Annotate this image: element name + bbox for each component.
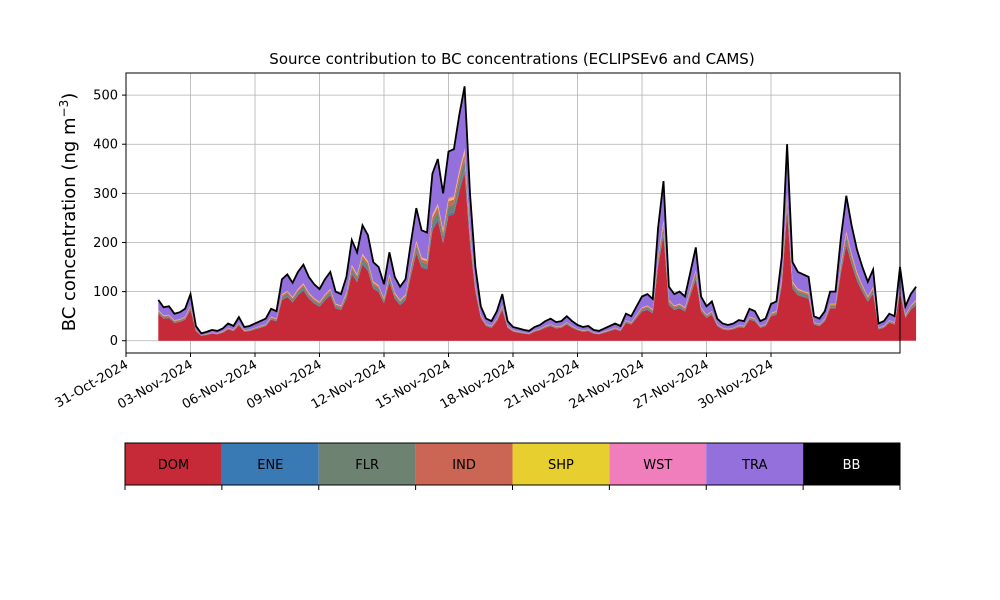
y-axis-label: BC concentration (ng m−3) [57, 93, 80, 332]
legend-swatch-bb [803, 443, 900, 485]
y-axis-label-main: BC concentration (ng m [59, 117, 80, 331]
legend-label-tra: TRA [741, 458, 767, 473]
legend-label-bb: BB [843, 458, 861, 473]
legend-colorbar: DOM ENE FLR IND SHP WST TRA BB [124, 442, 901, 490]
y-tick-label: 100 [93, 285, 118, 300]
y-axis-label-suffix: ) [59, 93, 80, 100]
legend-swatch-dom [125, 443, 222, 485]
y-tick-label: 200 [93, 236, 118, 251]
y-tick-label: 500 [93, 89, 118, 104]
legend-label-wst: WST [643, 458, 672, 473]
y-tick-label: 0 [110, 334, 118, 349]
legend-label-shp: SHP [548, 458, 574, 473]
legend-swatch-ene [221, 443, 319, 485]
legend-swatch-wst [609, 443, 707, 485]
line-bb [157, 86, 917, 335]
legend-label-flr: FLR [355, 458, 379, 473]
legend-label-ene: ENE [257, 458, 283, 473]
y-tick-label: 400 [93, 138, 118, 153]
stacked-areas [157, 86, 917, 341]
grid-lines [125, 73, 900, 353]
legend-swatch-flr [318, 443, 416, 485]
legend-swatch-shp [512, 443, 610, 485]
area-dom [158, 172, 917, 341]
y-tick-label: 300 [93, 187, 118, 202]
legend-swatch-ind [415, 443, 513, 485]
legend-swatch-tra [706, 443, 804, 485]
legend-label-dom: DOM [158, 458, 189, 473]
chart-title: Source contribution to BC concentrations… [269, 50, 754, 68]
legend-label-ind: IND [452, 458, 476, 473]
y-axis-label-exponent: −3 [57, 100, 71, 118]
